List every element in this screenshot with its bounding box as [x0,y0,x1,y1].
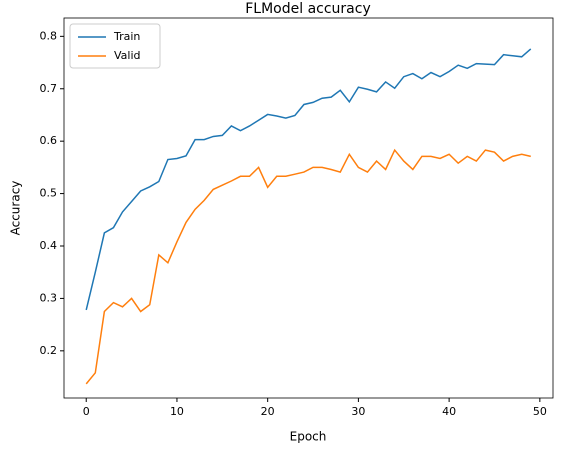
y-tick-label: 0.4 [40,239,58,252]
y-tick-label: 0.6 [40,134,58,147]
y-tick-label: 0.3 [40,291,58,304]
x-tick-label: 30 [351,405,365,418]
x-tick-label: 50 [533,405,547,418]
x-axis-label: Epoch [290,430,327,444]
line-series [85,48,532,311]
x-tick-label: 40 [442,405,456,418]
legend-box [69,23,161,69]
y-tick-label: 0.8 [40,29,58,42]
y-axis-label: Accuracy [9,181,23,236]
chart-title: FLModel accuracy [245,1,371,17]
y-tick-label: 0.2 [40,344,58,357]
x-tick-label: 10 [170,405,184,418]
y-tick-label: 0.7 [40,82,58,95]
line-series [85,148,531,385]
x-tick-label: 0 [83,405,90,418]
x-tick-label: 20 [261,405,275,418]
legend-label: Valid [114,49,141,62]
plot-frame [63,17,554,399]
y-tick-label: 0.5 [40,187,58,200]
legend-label: Train [113,30,140,43]
